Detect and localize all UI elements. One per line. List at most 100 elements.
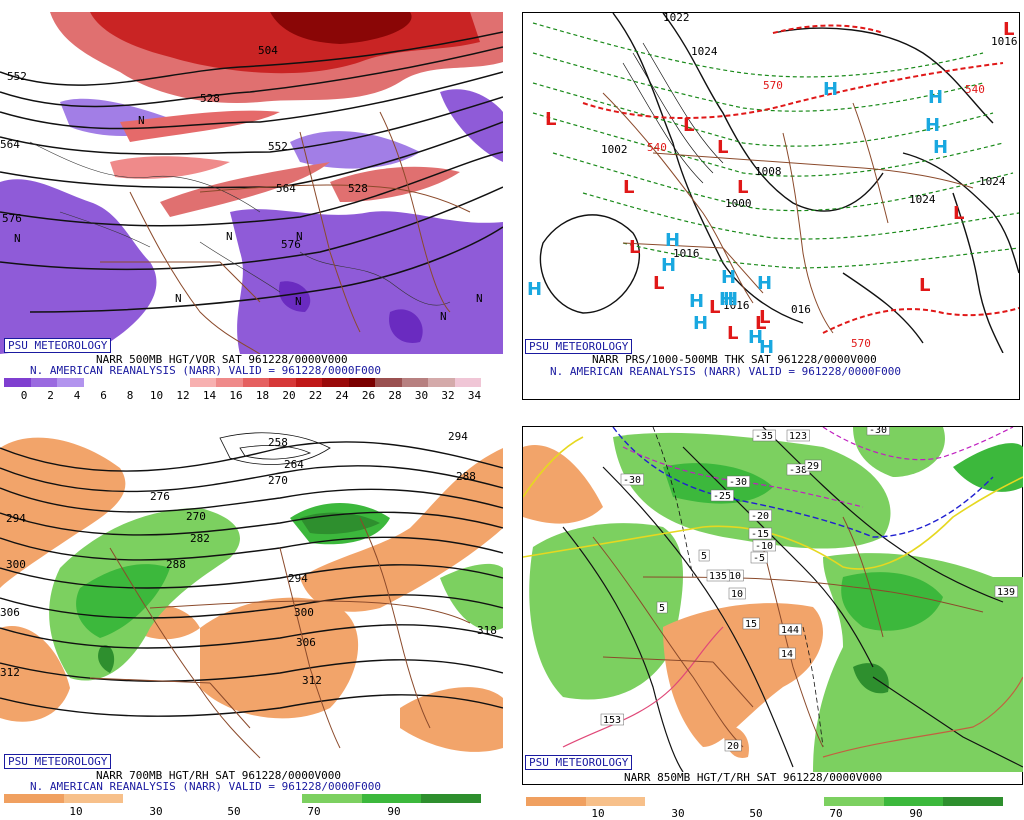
temp-label-box: [866, 427, 890, 436]
contour-label: 300: [294, 606, 314, 619]
thickness-label: 570: [851, 337, 871, 350]
map-500mb-vorticity: 552 528 504 552 564 576 576 564 528 N N …: [0, 12, 503, 354]
colorbar-segment: [63, 794, 124, 803]
high-pressure-marker: H: [665, 230, 680, 251]
temperature-label: -30: [869, 427, 887, 436]
rh-colorbar-labels: 10 30 50 70 90: [526, 808, 1003, 820]
colorbar-label: 14: [202, 389, 217, 402]
contour-label: 552: [7, 70, 27, 83]
center-letter: N: [138, 114, 145, 127]
high-pressure-marker: H: [748, 327, 763, 348]
panel-title: NARR 850MB HGT/T/RH SAT 961228/0000V000: [624, 771, 883, 784]
colorbar-segment: [182, 794, 243, 803]
low-pressure-marker: L: [759, 307, 770, 328]
temperature-label: -5: [753, 553, 765, 564]
temperature-label: 15: [745, 619, 757, 630]
colorbar-segment: [401, 378, 428, 387]
contour-label: 306: [296, 636, 316, 649]
colorbar-segment: [269, 378, 296, 387]
colorbar-segment: [295, 378, 322, 387]
panel-700mb-rh: 258 264 270 276 270 282 288 294 300 306 …: [0, 414, 512, 819]
low-pressure-marker: L: [683, 115, 694, 136]
contour-label: 294: [288, 572, 308, 585]
temperature-label: 153: [603, 715, 621, 726]
colorbar-label: 2: [47, 389, 54, 402]
colorbar-label: 4: [73, 389, 81, 402]
colorbar-segment: [704, 797, 765, 806]
colorbar-label: 50: [749, 807, 763, 820]
colorbar-label: 0: [20, 389, 28, 402]
colorbar-label: 30: [149, 805, 163, 818]
low-pressure-marker: L: [919, 275, 930, 296]
colorbar-segment: [4, 794, 64, 803]
isobar-label: 1016: [723, 299, 750, 312]
center-letter: N: [175, 292, 182, 305]
panel-subtitle: N. AMERICAN REANALYSIS (NARR) VALID = 96…: [30, 780, 381, 793]
temperature-label: 5: [701, 551, 707, 562]
colorbar-segment: [943, 797, 1003, 806]
contour-label: 552: [268, 140, 288, 153]
colorbar-label: 10: [149, 389, 164, 402]
panel-500mb-vorticity: 552 528 504 552 564 576 576 564 528 N N …: [0, 0, 512, 410]
temp-label-box: [786, 429, 810, 442]
colorbar-segment: [163, 378, 190, 387]
low-pressure-marker: L: [709, 297, 720, 318]
contour-label: 270: [186, 510, 206, 523]
psu-meteorology-label: PSU METEOROLOGY: [4, 338, 112, 353]
contour-label: 576: [281, 238, 301, 251]
contour-label: 294: [6, 512, 26, 525]
panel-pressure-thickness: 1022 1024 1002 1008 1000 1016 1016 016 1…: [520, 0, 1024, 410]
high-pressure-marker: H: [693, 313, 708, 334]
temperature-label: 144: [781, 625, 799, 636]
colorbar-segment: [585, 797, 646, 806]
isobar-label: 1016: [991, 35, 1018, 48]
contour-label: 288: [166, 558, 186, 571]
map-svg: 258 264 270 276 270 282 288 294 300 306 …: [0, 430, 503, 759]
colorbar-segment: [361, 794, 422, 803]
low-pressure-marker: L: [653, 273, 664, 294]
colorbar-segment: [421, 794, 481, 803]
temperature-label: 10: [729, 571, 741, 582]
low-pressure-marker: L: [953, 203, 964, 224]
colorbar-segment: [375, 378, 402, 387]
psu-meteorology-label: PSU METEOROLOGY: [4, 754, 112, 769]
panel-subtitle: N. AMERICAN REANALYSIS (NARR) VALID = 96…: [30, 364, 381, 377]
temperature-label: 123: [789, 431, 807, 442]
isobar-label: 1022: [663, 13, 690, 24]
temp-label-box: [748, 527, 772, 540]
colorbar-label: 10: [69, 805, 83, 818]
colorbar-label: 24: [335, 389, 349, 402]
high-pressure-marker: H: [925, 115, 940, 136]
high-pressure-marker: H: [759, 337, 774, 353]
center-letter: N: [296, 230, 303, 243]
temp-label-box: [994, 585, 1018, 598]
low-pressure-marker: L: [737, 177, 748, 198]
colorbar-label: 10: [591, 807, 605, 820]
high-pressure-marker: H: [933, 137, 948, 158]
low-pressure-marker: L: [629, 237, 640, 258]
contour-label: 282: [190, 532, 210, 545]
temperature-label: -30: [623, 475, 641, 486]
isobar-label: 1002: [601, 143, 628, 156]
colorbar-segment: [322, 378, 349, 387]
temperature-label: -35: [755, 431, 773, 442]
colorbar-segment: [216, 378, 243, 387]
temperature-label: 139: [997, 587, 1015, 598]
panel-850mb-temp-rh: -35 123 -30 -30 -38 29 -30 -25 -20 -15 -10 -5 5 10 135…: [520, 414, 1024, 820]
colorbar-segment: [645, 797, 705, 806]
contour-label: 300: [6, 558, 26, 571]
contour-label: 528: [200, 92, 220, 105]
high-pressure-marker: H: [689, 291, 704, 312]
temperature-label: 135: [709, 571, 727, 582]
temperature-label: 14: [781, 649, 793, 660]
panel-title: NARR 500MB HGT/VOR SAT 961228/0000V000: [96, 353, 348, 366]
colorbar-segment: [824, 797, 884, 806]
temp-label-box: [750, 551, 768, 564]
low-pressure-marker: L: [623, 177, 634, 198]
isobar-label: 1000: [725, 197, 752, 210]
rh-colorbar: [526, 797, 1003, 806]
high-pressure-marker: H: [527, 279, 542, 300]
colorbar-label: 30: [671, 807, 685, 820]
temperature-label: 10: [731, 589, 743, 600]
isobar-label: 016: [791, 303, 811, 316]
